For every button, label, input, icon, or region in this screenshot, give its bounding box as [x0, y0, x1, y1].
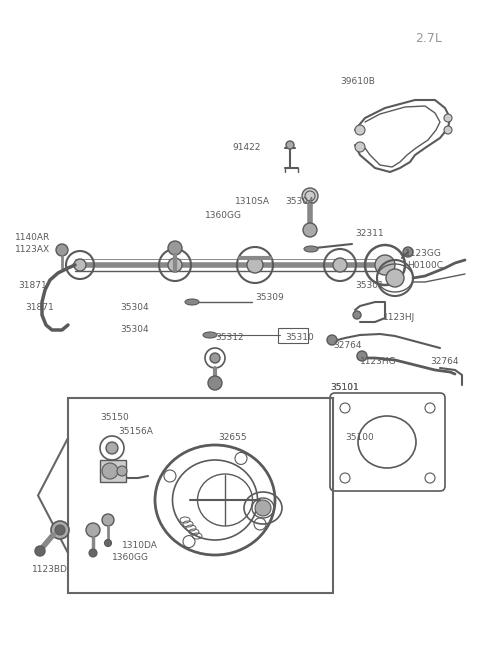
- Circle shape: [168, 241, 182, 255]
- Text: 35304: 35304: [120, 326, 149, 335]
- FancyBboxPatch shape: [330, 393, 445, 491]
- Text: 35150: 35150: [100, 413, 129, 422]
- Text: 1123GG: 1123GG: [405, 248, 442, 257]
- Text: 31871: 31871: [18, 280, 47, 290]
- Circle shape: [102, 514, 114, 526]
- Text: 35304: 35304: [285, 198, 313, 206]
- Text: 35309: 35309: [255, 293, 284, 303]
- Circle shape: [208, 376, 222, 390]
- Circle shape: [375, 255, 395, 275]
- Circle shape: [444, 126, 452, 134]
- Text: 39610B: 39610B: [340, 77, 375, 86]
- Circle shape: [403, 247, 413, 257]
- Text: 35101: 35101: [330, 383, 359, 392]
- Circle shape: [56, 244, 68, 256]
- Polygon shape: [38, 438, 68, 553]
- Text: 32655: 32655: [218, 434, 247, 443]
- Circle shape: [105, 540, 111, 546]
- Text: 1310DA: 1310DA: [122, 540, 158, 550]
- Text: 1360GG: 1360GG: [112, 553, 149, 563]
- Text: 1123HJ: 1123HJ: [383, 314, 415, 322]
- Circle shape: [355, 142, 365, 152]
- Circle shape: [353, 311, 361, 319]
- Circle shape: [210, 353, 220, 363]
- Text: 35101: 35101: [330, 383, 359, 392]
- Text: 32311: 32311: [355, 229, 384, 238]
- Text: 35301: 35301: [355, 280, 384, 290]
- Circle shape: [444, 114, 452, 122]
- Bar: [278, 328, 308, 343]
- Circle shape: [117, 466, 127, 476]
- Circle shape: [303, 223, 317, 237]
- Text: 32764: 32764: [333, 341, 361, 350]
- Circle shape: [106, 442, 118, 454]
- Bar: [68, 398, 333, 593]
- Text: 91422: 91422: [232, 143, 260, 153]
- Circle shape: [355, 125, 365, 135]
- Text: 1123AX: 1123AX: [15, 246, 50, 255]
- Bar: [100, 460, 126, 482]
- Circle shape: [51, 521, 69, 539]
- Circle shape: [357, 351, 367, 361]
- Circle shape: [386, 269, 404, 287]
- Circle shape: [74, 259, 86, 271]
- Circle shape: [168, 258, 182, 272]
- Circle shape: [333, 258, 347, 272]
- Circle shape: [255, 500, 271, 516]
- Circle shape: [286, 141, 294, 149]
- Text: 35304: 35304: [120, 303, 149, 312]
- Circle shape: [89, 549, 97, 557]
- Text: H0100C: H0100C: [407, 261, 443, 269]
- Text: 31871: 31871: [25, 303, 54, 312]
- Text: 1123HG: 1123HG: [360, 358, 396, 367]
- Text: 32764: 32764: [430, 358, 458, 367]
- Text: 1140AR: 1140AR: [15, 233, 50, 242]
- Text: 35312: 35312: [215, 333, 244, 343]
- Text: 35310: 35310: [285, 333, 314, 343]
- Circle shape: [35, 546, 45, 556]
- Text: 35100: 35100: [345, 434, 374, 443]
- Text: 35156A: 35156A: [118, 428, 153, 436]
- Circle shape: [102, 463, 118, 479]
- Text: 1123BD: 1123BD: [32, 565, 68, 574]
- Circle shape: [55, 525, 65, 535]
- Ellipse shape: [203, 332, 217, 338]
- Circle shape: [302, 188, 318, 204]
- Ellipse shape: [185, 299, 199, 305]
- Circle shape: [327, 335, 337, 345]
- Circle shape: [86, 523, 100, 537]
- Ellipse shape: [304, 246, 318, 252]
- Text: 1310SA: 1310SA: [235, 198, 270, 206]
- Text: 1360GG: 1360GG: [205, 210, 242, 219]
- Circle shape: [247, 257, 263, 273]
- Text: 2.7L: 2.7L: [415, 31, 442, 45]
